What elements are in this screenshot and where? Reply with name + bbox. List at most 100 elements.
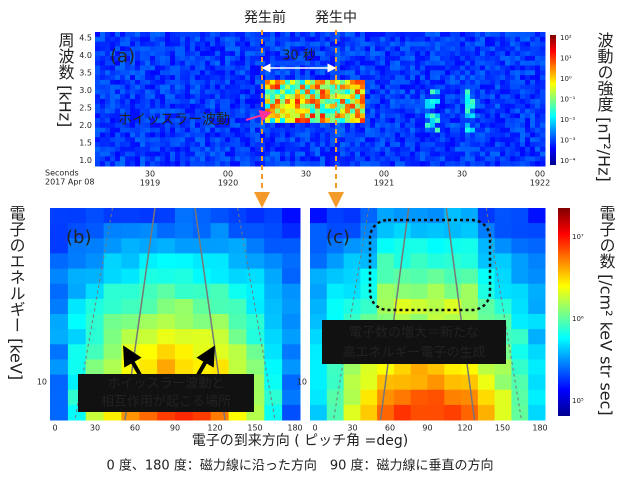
spectrogram-cell: [290, 137, 296, 142]
spectrogram-cell: [180, 152, 186, 157]
x-tick-label: 30: [90, 424, 100, 433]
spectrogram-cell: [175, 61, 181, 66]
heatmap-cell: [175, 208, 193, 224]
spectrogram-cell: [400, 147, 406, 152]
spectrogram-cell: [410, 142, 416, 147]
spectrogram-cell: [215, 161, 221, 166]
spectrogram-cell: [140, 32, 146, 37]
spectrogram-cell: [330, 61, 336, 66]
heatmap-cell: [344, 375, 361, 391]
spectrogram-cell: [155, 89, 161, 94]
spectrogram-cell: [225, 104, 231, 109]
spectrogram-cell: [425, 133, 431, 138]
spectrogram-cell: [155, 147, 161, 152]
heatmap-cell: [528, 359, 545, 375]
spectrogram-cell: [235, 137, 241, 142]
spectrogram-cell: [130, 32, 136, 37]
spectrogram-cell: [210, 66, 216, 71]
spectrogram-cell: [220, 42, 226, 47]
spectrogram-cell: [235, 118, 241, 123]
spectrogram-cell: [410, 61, 416, 66]
spectrogram-cell: [365, 61, 371, 66]
spectrogram-cell: [500, 51, 506, 56]
spectrogram-cell: [205, 70, 211, 75]
spectrogram-cell: [460, 70, 466, 75]
spectrogram-cell: [480, 32, 486, 37]
spectrogram-cell: [510, 152, 516, 157]
heatmap-cell: [50, 344, 68, 360]
spectrogram-cell: [140, 37, 146, 42]
spectrogram-cell: [400, 152, 406, 157]
heatmap-cell: [511, 299, 528, 315]
spectrogram-cell: [355, 123, 361, 128]
heatmap-cell: [50, 405, 68, 421]
x-tick-label: 0: [312, 424, 317, 433]
spectrogram-cell: [325, 80, 331, 85]
heatmap-cell: [310, 299, 327, 315]
spectrogram-cell: [420, 70, 426, 75]
spectrogram-cell: [145, 42, 151, 47]
spectrogram-cell: [365, 70, 371, 75]
spectrogram-cell: [120, 99, 126, 104]
spectrogram-cell: [115, 75, 121, 80]
spectrogram-cell: [540, 56, 546, 61]
spectrogram-cell: [500, 32, 506, 37]
spectrogram-cell: [500, 80, 506, 85]
spectrogram-cell: [325, 118, 331, 123]
spectrogram-cell: [470, 113, 476, 118]
spectrogram-cell: [235, 94, 241, 99]
spectrogram-cell: [170, 94, 176, 99]
spectrogram-cell: [375, 89, 381, 94]
heatmap-cell: [444, 390, 461, 406]
spectrogram-cell: [300, 37, 306, 42]
spectrogram-cell: [450, 56, 456, 61]
spectrogram-cell: [480, 80, 486, 85]
heatmap-cell: [495, 405, 512, 421]
spectrogram-cell: [370, 128, 376, 133]
spectrogram-cell: [390, 128, 396, 133]
spectrogram-cell: [95, 137, 101, 142]
spectrogram-cell: [540, 70, 546, 75]
spectrogram-cell: [405, 99, 411, 104]
spectrogram-cell: [305, 89, 311, 94]
spectrogram-cell: [300, 94, 306, 99]
spectrogram-cell: [220, 85, 226, 90]
spectrogram-cell: [315, 75, 321, 80]
spectrogram-cell: [290, 152, 296, 157]
spectrogram-cell: [395, 46, 401, 51]
spectrogram-cell: [415, 133, 421, 138]
spectrogram-cell: [300, 142, 306, 147]
heatmap-cell: [264, 359, 282, 375]
spectrogram-cell: [400, 161, 406, 166]
spectrogram-cell: [95, 118, 101, 123]
spectrogram-cell: [175, 32, 181, 37]
spectrogram-cell: [185, 128, 191, 133]
spectrogram-cell: [365, 89, 371, 94]
spectrogram-cell: [310, 32, 316, 37]
spectrogram-cell: [385, 94, 391, 99]
spectrogram-cell: [110, 75, 116, 80]
spectrogram-cell: [305, 80, 311, 85]
spectrogram-cell: [345, 66, 351, 71]
spectrogram-cell: [235, 46, 241, 51]
spectrogram-cell: [95, 94, 101, 99]
spectrogram-cell: [400, 94, 406, 99]
heatmap-cell: [360, 299, 377, 315]
spectrogram-cell: [360, 123, 366, 128]
spectrogram-cell: [470, 46, 476, 51]
spectrogram-cell: [185, 94, 191, 99]
spectrogram-cell: [275, 70, 281, 75]
spectrogram-cell: [345, 123, 351, 128]
spectrogram-cell: [280, 94, 286, 99]
spectrogram-cell: [370, 51, 376, 56]
heatmap-cell: [264, 329, 282, 345]
spectrogram-cell: [530, 142, 536, 147]
spectrogram-cell: [320, 142, 326, 147]
spectrogram-cell: [265, 46, 271, 51]
spectrogram-cell: [395, 56, 401, 61]
spectrogram-cell: [535, 118, 541, 123]
spectrogram-cell: [310, 123, 316, 128]
spectrogram-cell: [320, 75, 326, 80]
spectrogram-cell: [365, 42, 371, 47]
heatmap-cell: [175, 344, 193, 360]
